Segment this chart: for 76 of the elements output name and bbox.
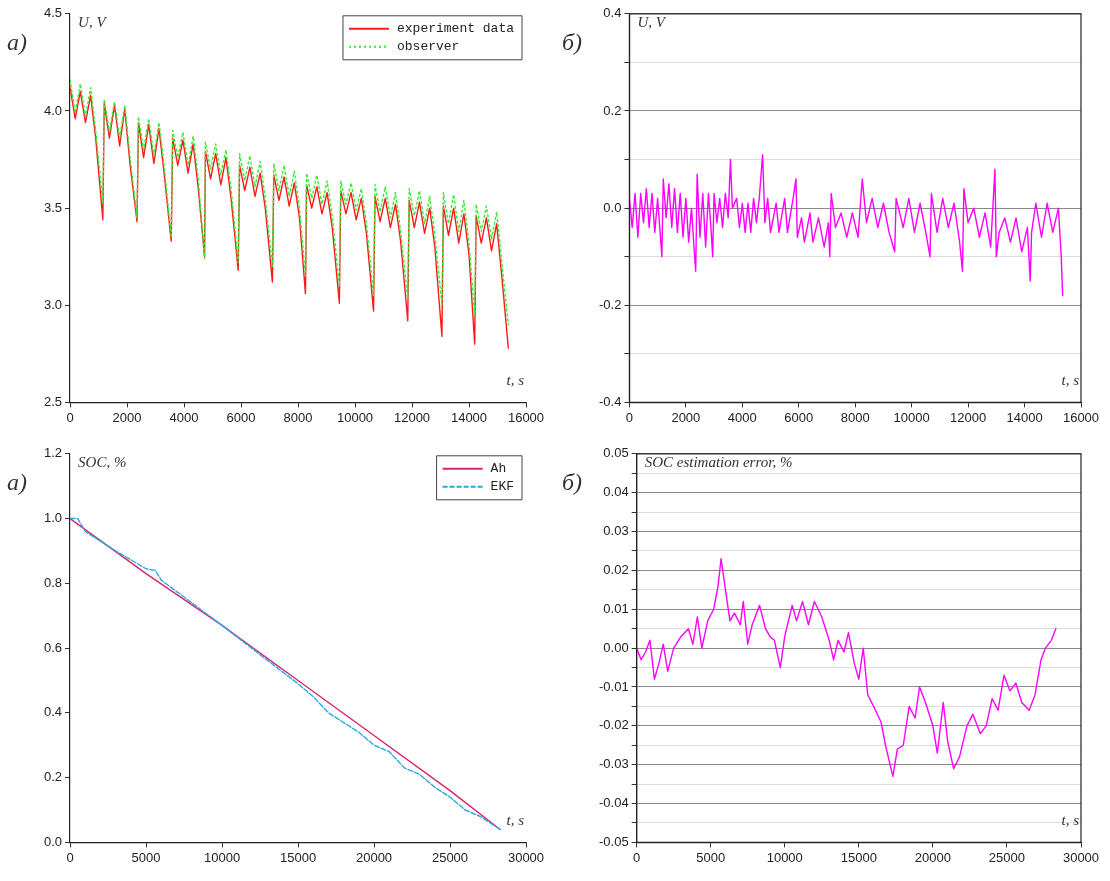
y-tick-label: 0.8 xyxy=(43,574,63,590)
x-tick-label: 16000 xyxy=(1062,409,1100,425)
x-tick-label: 10000 xyxy=(766,849,803,865)
y-tick-label: 3.5 xyxy=(43,199,63,215)
x-tick-label: 0 xyxy=(66,409,74,425)
y-tick-label: 0.0 xyxy=(603,199,622,215)
y-tick-label: 0.05 xyxy=(603,445,629,461)
y-tick-label: 0.4 xyxy=(603,5,622,21)
y-tick-label: 2.5 xyxy=(43,393,63,409)
y-tick-label: 0.00 xyxy=(603,639,629,655)
y-tick-label: 0.4 xyxy=(43,704,63,720)
x-tick-label: 25000 xyxy=(431,849,469,865)
x-tick-label: 0 xyxy=(633,849,641,865)
x-tick-label: 0 xyxy=(625,409,634,425)
x-tick-label: 20000 xyxy=(914,849,951,865)
y-tick-label: 0.2 xyxy=(603,102,622,118)
y-tick-label: 1.2 xyxy=(43,445,63,461)
legend-label: EKF xyxy=(490,479,514,495)
y-tick-label: 0.6 xyxy=(43,639,63,655)
y-tick-label: -0.4 xyxy=(598,393,622,409)
y-tick-label: 0.04 xyxy=(603,484,629,500)
y-tick-label: -0.05 xyxy=(598,833,629,849)
x-tick-label: 6000 xyxy=(226,409,256,425)
x-axis-title: t, s xyxy=(1061,371,1080,388)
y-axis-title: SOC estimation error, % xyxy=(644,454,793,471)
y-axis-title: U, V xyxy=(78,14,108,31)
y-tick-label: -0.03 xyxy=(598,756,629,772)
y-tick-label: 1.0 xyxy=(43,510,63,526)
y-tick-label: 4.5 xyxy=(43,5,63,21)
x-tick-label: 2000 xyxy=(112,409,142,425)
y-tick-label: 0.02 xyxy=(603,561,629,577)
y-tick-label: 0.2 xyxy=(43,769,63,785)
y-tick-label: 0.0 xyxy=(43,833,63,849)
x-tick-label: 6000 xyxy=(784,409,814,425)
y-axis-title: SOC, % xyxy=(78,454,127,471)
y-tick-label: -0.02 xyxy=(598,717,629,733)
x-axis-title: t, s xyxy=(506,811,525,828)
x-tick-label: 10000 xyxy=(203,849,241,865)
x-tick-label: 30000 xyxy=(507,849,545,865)
x-tick-label: 4000 xyxy=(169,409,199,425)
x-tick-label: 12000 xyxy=(393,409,431,425)
x-tick-label: 8000 xyxy=(283,409,313,425)
x-tick-label: 4000 xyxy=(727,409,757,425)
x-tick-label: 8000 xyxy=(840,409,870,425)
x-tick-label: 5000 xyxy=(696,849,726,865)
legend-label: experiment data xyxy=(396,21,515,37)
x-tick-label: 30000 xyxy=(1062,849,1100,865)
y-tick-label: -0.2 xyxy=(598,296,622,312)
y-tick-label: -0.01 xyxy=(598,678,629,694)
x-tick-label: 20000 xyxy=(355,849,393,865)
text: б) xyxy=(562,469,583,496)
text: а) xyxy=(7,29,27,56)
y-axis-title: U, V xyxy=(637,14,667,31)
x-axis-title: t, s xyxy=(506,371,525,388)
y-tick-label: 4.0 xyxy=(43,102,63,118)
y-tick-label: 3.0 xyxy=(43,296,63,312)
x-tick-label: 2000 xyxy=(671,409,701,425)
x-tick-label: 25000 xyxy=(988,849,1026,865)
legend-label: Ah xyxy=(490,461,507,477)
x-tick-label: 10000 xyxy=(336,409,374,425)
x-tick-label: 10000 xyxy=(893,409,930,425)
x-tick-label: 14000 xyxy=(1006,409,1043,425)
y-tick-label: -0.04 xyxy=(598,795,629,811)
x-tick-label: 16000 xyxy=(507,409,545,425)
y-tick-label: 0.01 xyxy=(603,600,629,616)
x-tick-label: 15000 xyxy=(840,849,877,865)
x-tick-label: 0 xyxy=(66,849,74,865)
x-tick-label: 12000 xyxy=(950,409,987,425)
text: а) xyxy=(7,469,27,496)
x-tick-label: 5000 xyxy=(131,849,161,865)
x-tick-label: 14000 xyxy=(450,409,488,425)
legend-label: observer xyxy=(396,39,460,55)
text: б) xyxy=(562,29,583,56)
y-tick-label: 0.03 xyxy=(603,523,629,539)
x-tick-label: 15000 xyxy=(279,849,317,865)
x-axis-title: t, s xyxy=(1061,811,1080,828)
